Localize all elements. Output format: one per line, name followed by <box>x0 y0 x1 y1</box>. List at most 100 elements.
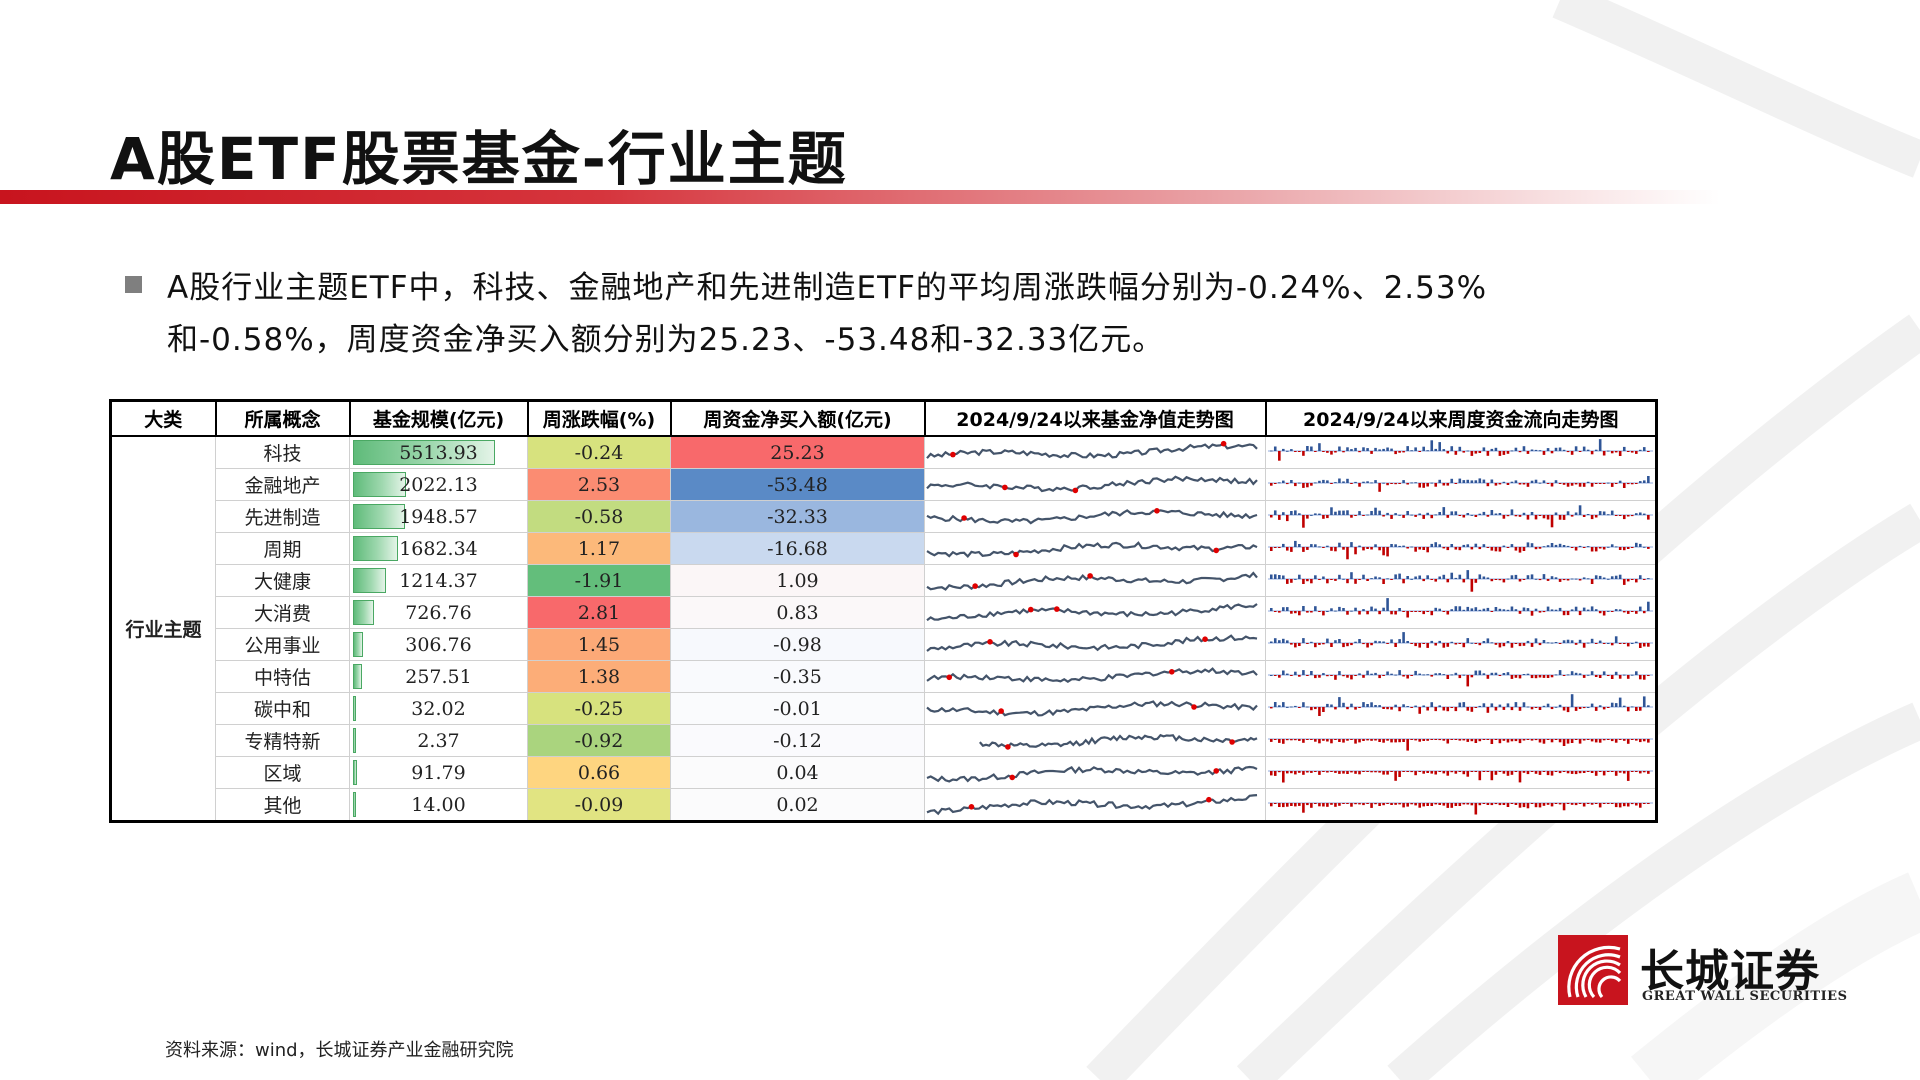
flow-sparkbars <box>1265 756 1657 789</box>
weekly-change-cell: 1.38 <box>527 660 671 693</box>
net-inflow-cell: -0.98 <box>670 628 925 661</box>
summary-text: A股行业主题ETF中，科技、金融地产和先进制造ETF的平均周涨跌幅分别为-0.2… <box>167 270 1488 358</box>
table-row: 大健康 1214.37 -1.91 1.09 <box>111 564 1657 597</box>
flow-sparkbars <box>1265 532 1657 565</box>
nav-high-marker <box>1168 669 1175 675</box>
title-underline <box>0 190 1720 204</box>
concept-cell: 周期 <box>215 532 350 565</box>
net-inflow-cell: -53.48 <box>670 468 925 501</box>
flow-sparkbars <box>1265 724 1657 757</box>
fund-size-value: 5513.93 <box>399 441 478 464</box>
flow-sparkbars <box>1265 692 1657 725</box>
fund-size-cell: 726.76 <box>349 596 528 629</box>
nav-low-marker <box>1013 551 1019 558</box>
fund-size-databar <box>353 440 495 465</box>
flow-sparkbars <box>1265 596 1657 629</box>
fund-size-databar <box>353 600 374 625</box>
category-cell: 行业主题 <box>110 435 216 822</box>
nav-sparkline <box>924 788 1266 822</box>
nav-high-marker <box>1206 796 1212 803</box>
nav-sparkline <box>924 660 1266 693</box>
concept-cell: 大消费 <box>215 596 350 629</box>
fund-size-databar <box>353 504 405 529</box>
concept-cell: 科技 <box>215 435 350 469</box>
company-logo: 长城证券 GREAT WALL SECURITIES <box>1558 935 1858 1005</box>
table-row: 公用事业 306.76 1.45 -0.98 <box>111 628 1657 661</box>
fund-size-databar <box>353 632 363 657</box>
net-inflow-cell: 1.09 <box>670 564 925 597</box>
nav-sparkline <box>924 468 1266 501</box>
fund-size-value: 306.76 <box>405 633 472 656</box>
fund-size-cell: 2.37 <box>349 724 528 757</box>
net-inflow-cell: -0.01 <box>670 692 925 725</box>
fund-size-databar <box>353 568 386 593</box>
nav-sparkline <box>924 756 1266 789</box>
fund-size-cell: 1682.34 <box>349 532 528 565</box>
nav-sparkline <box>924 532 1266 565</box>
flow-sparkbars <box>1265 564 1657 597</box>
nav-high-marker <box>1220 440 1227 447</box>
fund-size-databar <box>353 472 407 497</box>
nav-high-marker <box>1202 636 1208 642</box>
summary-bullet: A股行业主题ETF中，科技、金融地产和先进制造ETF的平均周涨跌幅分别为-0.2… <box>125 262 1625 366</box>
net-inflow-cell: -0.12 <box>670 724 925 757</box>
header-flow-trend: 2024/9/24以来周度资金流向走势图 <box>1264 399 1658 437</box>
nav-sparkline <box>924 596 1266 629</box>
nav-low-marker <box>1009 774 1016 781</box>
header-fund-size: 基金规模(亿元) <box>348 399 529 437</box>
fund-size-value: 32.02 <box>411 697 466 720</box>
header-concept: 所属概念 <box>214 399 351 437</box>
etf-industry-table: 大类 所属概念 基金规模(亿元) 周涨跌幅(%) 周资金净买入额(亿元) 202… <box>109 399 1658 823</box>
net-inflow-cell: 25.23 <box>670 435 925 469</box>
bullet-square-icon <box>125 276 142 293</box>
nav-high-marker <box>1229 739 1235 745</box>
nav-sparkline <box>924 628 1266 661</box>
flow-sparkbars <box>1265 660 1657 693</box>
fund-size-databar <box>353 696 357 721</box>
table-header-row: 大类 所属概念 基金规模(亿元) 周涨跌幅(%) 周资金净买入额(亿元) 202… <box>109 399 1658 437</box>
nav-high-marker <box>1072 487 1079 494</box>
flow-sparkbars <box>1265 500 1657 533</box>
fund-size-databar <box>353 792 357 817</box>
weekly-change-cell: 2.81 <box>527 596 671 629</box>
table-row: 中特估 257.51 1.38 -0.35 <box>111 660 1657 693</box>
net-inflow-cell: -0.35 <box>670 660 925 693</box>
flow-sparkbars <box>1265 468 1657 501</box>
nav-low-marker <box>961 515 967 521</box>
table-row: 金融地产 2022.13 2.53 -53.48 <box>111 468 1657 501</box>
fund-size-value: 1948.57 <box>399 505 478 528</box>
nav-sparkline <box>924 564 1266 597</box>
fund-size-cell: 1948.57 <box>349 500 528 533</box>
weekly-change-cell: -0.09 <box>527 788 671 822</box>
net-inflow-cell: -32.33 <box>670 500 925 533</box>
nav-low-marker <box>946 674 953 681</box>
nav-low-marker <box>1027 606 1034 613</box>
nav-sparkline <box>924 692 1266 725</box>
concept-cell: 大健康 <box>215 564 350 597</box>
nav-low-marker <box>987 639 993 645</box>
concept-cell: 公用事业 <box>215 628 350 661</box>
fund-size-value: 257.51 <box>405 665 472 688</box>
weekly-change-cell: -1.91 <box>527 564 671 597</box>
table-row: 其他 14.00 -0.09 0.02 <box>111 788 1657 822</box>
fund-size-databar <box>353 760 358 785</box>
fund-size-value: 2022.13 <box>399 473 478 496</box>
weekly-change-cell: -0.24 <box>527 435 671 469</box>
fund-size-value: 2.37 <box>417 729 460 752</box>
fund-size-value: 1682.34 <box>399 537 478 560</box>
fund-size-cell: 5513.93 <box>349 435 528 469</box>
header-category: 大类 <box>109 399 217 437</box>
nav-high-marker <box>1191 704 1197 710</box>
table-row: 区域 91.79 0.66 0.04 <box>111 756 1657 789</box>
header-nav-trend: 2024/9/24以来基金净值走势图 <box>923 399 1267 437</box>
nav-low-marker <box>972 583 978 589</box>
fund-size-value: 14.00 <box>411 793 466 816</box>
concept-cell: 碳中和 <box>215 692 350 725</box>
nav-high-marker <box>1213 547 1220 554</box>
fund-size-databar <box>353 728 357 753</box>
table-row: 行业主题 科技 5513.93 -0.24 25.23 <box>110 435 1657 822</box>
header-weekly-change: 周涨跌幅(%) <box>526 399 672 437</box>
nav-low-marker <box>950 451 956 458</box>
nav-low-marker <box>968 804 975 810</box>
table-row: 先进制造 1948.57 -0.58 -32.33 <box>111 500 1657 533</box>
